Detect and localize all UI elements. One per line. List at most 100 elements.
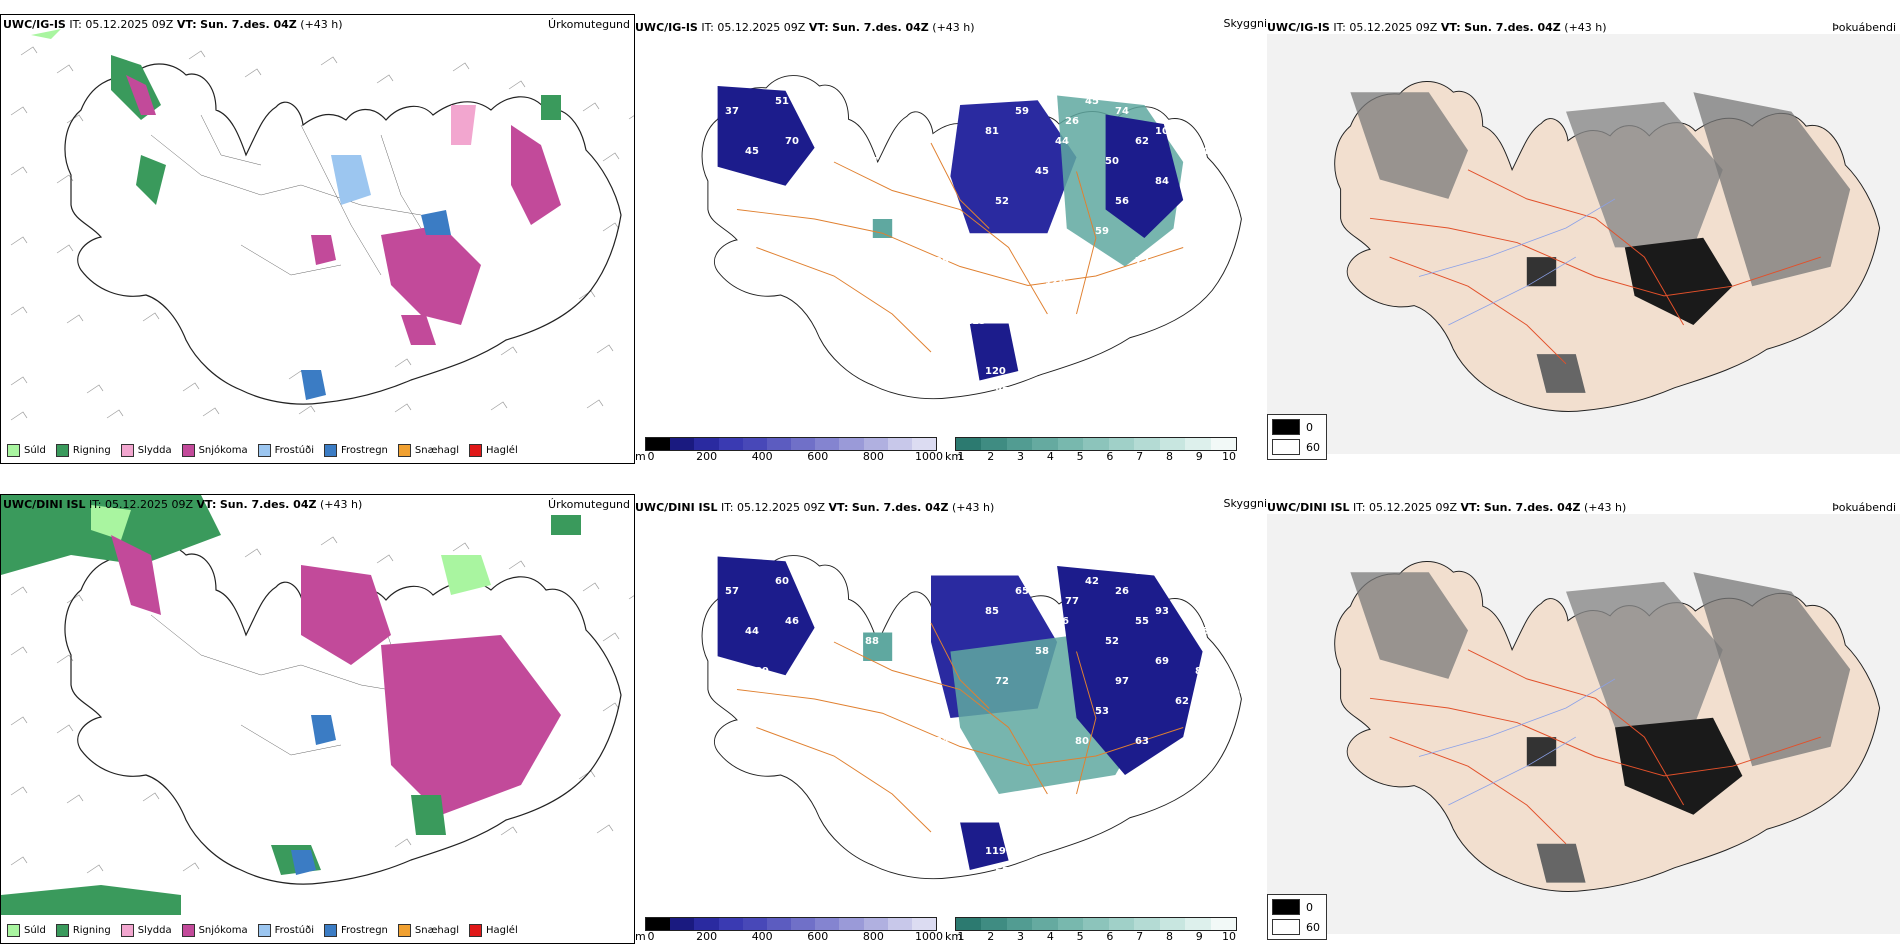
legend-label: Frostúði xyxy=(274,444,314,456)
scale-tick: 800 xyxy=(862,930,884,943)
model-name: UWC/IG-IS xyxy=(635,21,698,34)
visibility-value: 69 xyxy=(1155,656,1169,667)
fog-legend-label: 0 xyxy=(1306,420,1313,434)
scale-tick: 10 xyxy=(1222,450,1236,463)
precip-type-map xyxy=(1,495,634,915)
scale-tick: 6 xyxy=(1106,930,1114,943)
visibility-value: 320 xyxy=(1175,756,1196,767)
model-name: UWC/DINI ISL xyxy=(3,498,86,511)
legend-label: Frostregn xyxy=(341,924,388,936)
visibility-value: 47 xyxy=(1195,186,1209,197)
visibility-value: 77 xyxy=(1065,596,1079,607)
vt-label: VT: xyxy=(1460,501,1481,514)
legend-item: Haglél xyxy=(469,923,518,937)
visibility-value: 47 xyxy=(835,666,849,677)
visibility-value: 89 xyxy=(815,636,829,647)
precip-blobs xyxy=(31,29,561,400)
scale-tick: 8 xyxy=(1165,450,1173,463)
valid-time: Sun. 7.des. 04Z xyxy=(200,18,297,31)
visibility-value: 74 xyxy=(895,696,909,707)
scale-bar xyxy=(955,437,1237,451)
visibility-value: 45 xyxy=(1035,166,1049,177)
visibility-labels: 37 51 45 70 61 81 59 45 52 44 50 62 84 56 59 72 72 48 47 10… xyxy=(725,86,1239,397)
visibility-value: 83 xyxy=(1135,86,1149,97)
visibility-value: 113 xyxy=(965,316,986,327)
legend-swatch xyxy=(7,923,20,937)
visibility-value: 45 xyxy=(745,146,759,157)
visibility-scale-km: km 1 2 3 4 5 6 7 8 9 10 xyxy=(945,437,1245,464)
scale-tick: 9 xyxy=(1195,450,1203,463)
visibility-value: 143 xyxy=(1205,726,1226,737)
scale-unit: km xyxy=(945,450,963,463)
init-time: 05.12.2025 09Z xyxy=(105,498,194,511)
legend-swatch xyxy=(181,923,195,937)
visibility-value: 48 xyxy=(1175,216,1189,227)
visibility-value: 74 xyxy=(1115,106,1129,117)
visibility-value: 26 xyxy=(1055,616,1069,627)
fog-map xyxy=(1267,514,1900,934)
scale-tick: 3 xyxy=(1017,930,1025,943)
visibility-value: 135 xyxy=(1175,276,1196,287)
legend-swatch xyxy=(397,923,411,937)
fog-legend-label: 0 xyxy=(1306,900,1313,914)
scale-tick: 400 xyxy=(751,930,773,943)
visibility-value: 206 xyxy=(1225,686,1246,697)
scale-tick: 10 xyxy=(1222,930,1236,943)
lead-time: (+43 h) xyxy=(319,498,363,511)
lead-time: (+43 h) xyxy=(1564,21,1607,34)
visibility-map: 37 51 45 70 61 81 59 45 52 44 50 62 84 56 59 72 72 48 47 10… xyxy=(701,75,1242,400)
scale-tick: 5 xyxy=(1076,930,1084,943)
legend-item: Súld xyxy=(7,443,46,457)
it-label: IT: xyxy=(89,498,102,511)
fog-legend: 0 60 xyxy=(1267,894,1327,940)
visibility-value: 46 xyxy=(785,616,799,627)
it-label: IT: xyxy=(721,501,734,514)
panel-title: Úrkomutegund xyxy=(548,18,630,31)
legend-item: Snjókoma xyxy=(181,443,248,457)
scale-bar xyxy=(645,437,937,451)
scale-tick: 4 xyxy=(1046,930,1054,943)
model-name: UWC/DINI ISL xyxy=(1267,501,1350,514)
fog-legend: 0 60 xyxy=(1267,414,1327,460)
visibility-value: 42 xyxy=(1085,576,1099,587)
panel-title: Skyggni xyxy=(1223,497,1267,510)
legend-label: Snjókoma xyxy=(198,924,248,936)
visibility-value: 26 xyxy=(1065,116,1079,127)
visibility-value: 85 xyxy=(995,386,1009,397)
visibility-value: 113 xyxy=(1145,306,1166,317)
visibility-value: 61 xyxy=(815,156,829,167)
legend-swatch xyxy=(7,443,20,457)
fog-panel-1: UWC/IG-IS IT: 05.12.2025 09Z VT: Sun. 7.… xyxy=(1267,14,1900,464)
scale-tick: 1000 xyxy=(915,450,943,463)
visibility-value: 138 xyxy=(1145,786,1166,797)
visibility-value: 51 xyxy=(865,156,879,167)
legend-swatch xyxy=(55,923,69,937)
visibility-value: 62 xyxy=(1175,696,1189,707)
fog-legend-swatch xyxy=(1272,919,1300,935)
scale-tick: 3 xyxy=(1017,450,1025,463)
legend-swatch xyxy=(257,443,271,457)
legend-swatch xyxy=(324,923,337,937)
visibility-value: 88 xyxy=(865,636,879,647)
lead-time: (+43 h) xyxy=(300,18,343,31)
legend-label: Súld xyxy=(24,924,46,936)
panel-title: Þokuábendi xyxy=(1832,21,1896,34)
visibility-panel-2: UWC/DINI ISL IT: 05.12.2025 09Z VT: Sun.… xyxy=(635,494,1267,944)
model-name: UWC/DINI ISL xyxy=(635,501,718,514)
scale-tick: 4 xyxy=(1046,450,1054,463)
scale-tick: 600 xyxy=(807,930,829,943)
visibility-value: 88 xyxy=(1105,306,1119,317)
visibility-value: 80 xyxy=(1075,736,1089,747)
visibility-value: 84 xyxy=(1155,176,1169,187)
valid-time: Sun. 7.des. 04Z xyxy=(1483,501,1581,514)
visibility-value: 59 xyxy=(1015,106,1029,117)
scale-tick: 0 xyxy=(647,450,655,463)
it-label: IT: xyxy=(1353,501,1366,514)
visibility-value: 71 xyxy=(1105,786,1119,797)
visibility-value: 68 xyxy=(1225,206,1239,217)
fog-map xyxy=(1267,34,1900,454)
visibility-value: 62 xyxy=(1195,306,1209,317)
visibility-value: 27 xyxy=(1205,246,1219,257)
visibility-value: 63 xyxy=(1135,736,1149,747)
visibility-value: 65 xyxy=(1195,626,1209,637)
